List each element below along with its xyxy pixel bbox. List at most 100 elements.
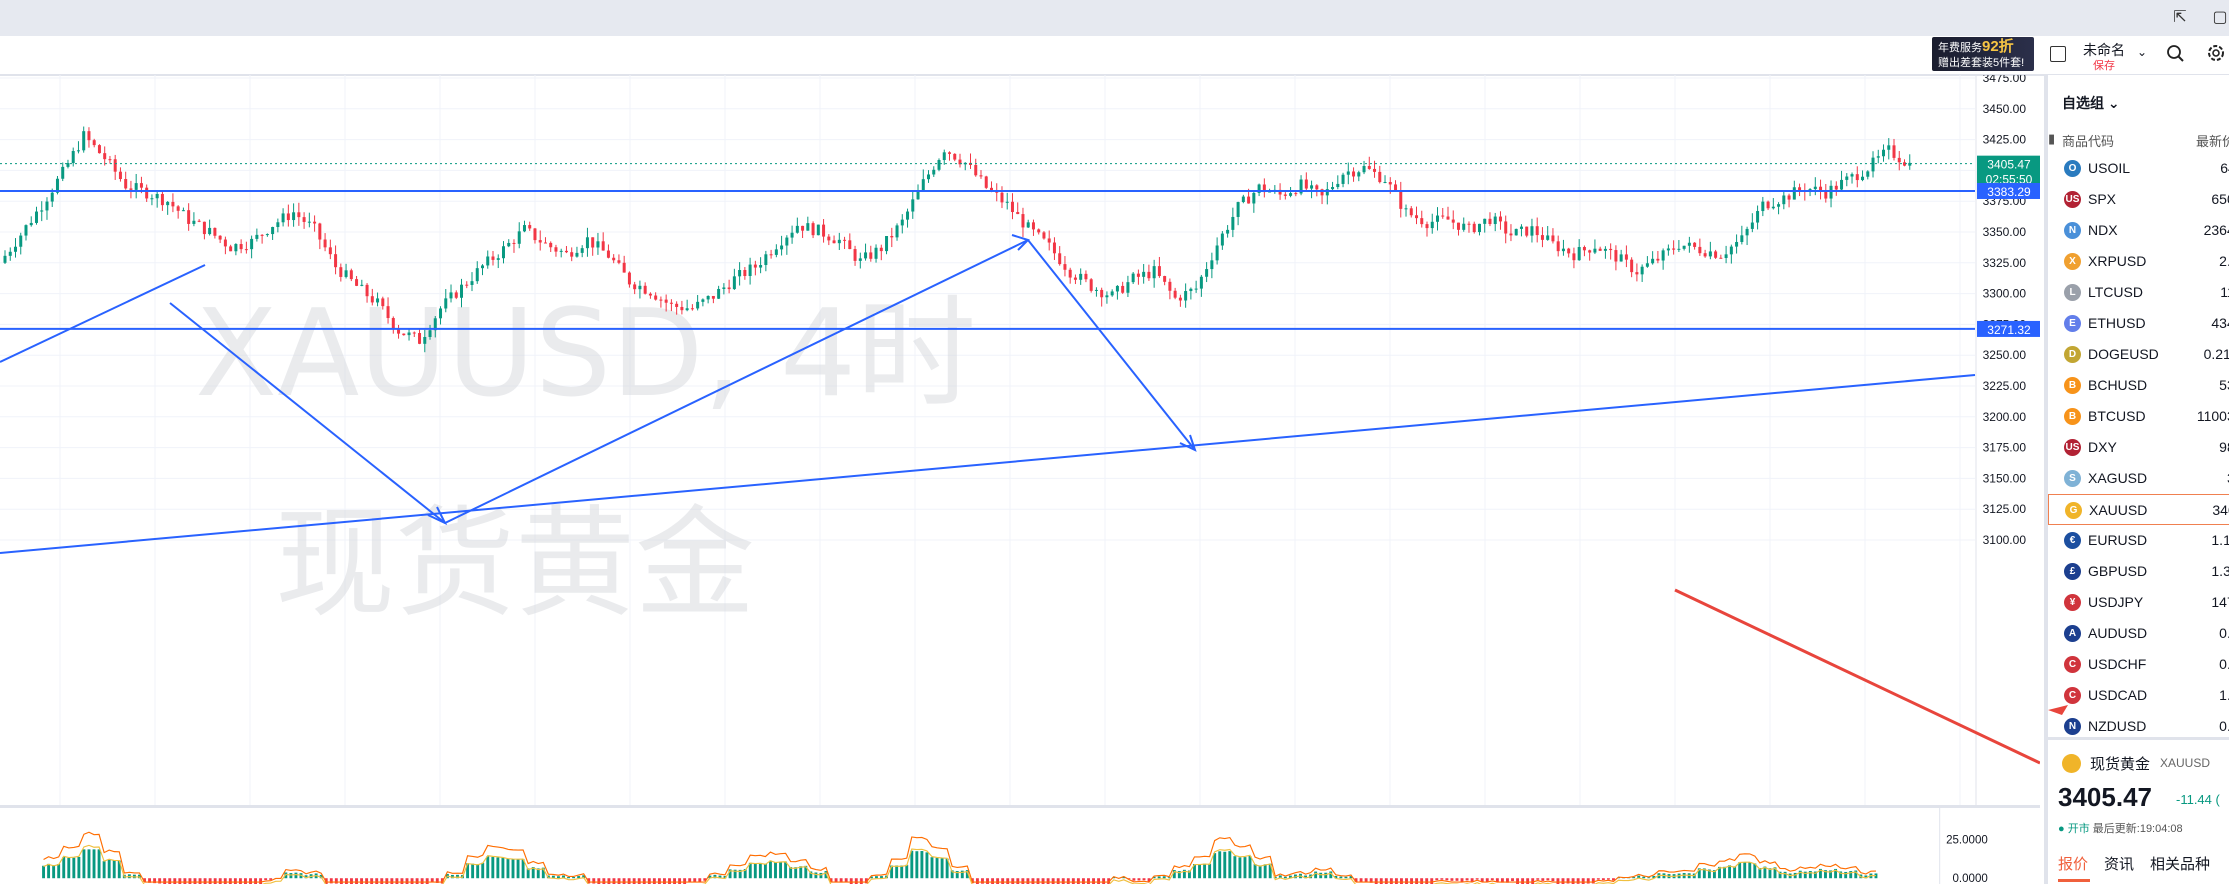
watchlist-row[interactable]: LLTCUSD110.13 (2048, 277, 2229, 308)
last-price-tag-text: 3405.47 (1987, 158, 2031, 172)
candle-body (1168, 282, 1171, 291)
candle-body (670, 303, 673, 304)
watchlist-row[interactable]: EETHUSD4344.37 (2048, 308, 2229, 339)
macd-bar (931, 857, 934, 878)
candle-body (1541, 235, 1544, 240)
macd-bar (476, 864, 479, 878)
watchlist-row[interactable]: BBTCUSD110038.65 (2048, 401, 2229, 432)
macd-bar (1006, 878, 1009, 884)
watchlist-group-selector[interactable]: 自选组 ⌄ (2062, 93, 2120, 113)
candle-body (1226, 230, 1229, 234)
candle-body (1053, 243, 1056, 254)
watchlist-row[interactable]: OUSOIL64.115 (2048, 153, 2229, 184)
macd-bar (592, 878, 595, 883)
candle-body (1515, 229, 1518, 235)
info-tab[interactable]: 相关品种 (2150, 853, 2210, 874)
price-axis-label: 3125.00 (1983, 502, 2027, 516)
candle-body (979, 175, 982, 176)
layout-icon[interactable]: ▢ (2210, 8, 2229, 28)
macd-bar (365, 878, 368, 884)
row-symbol: USOIL (2088, 160, 2130, 176)
watchlist-row[interactable]: ¥USDJPY147.210 (2048, 587, 2229, 618)
sort-icon[interactable]: ▮ (2048, 131, 2055, 147)
settings-gear-icon[interactable] (2205, 42, 2227, 64)
chevron-down-icon[interactable]: ⌄ (2137, 45, 2147, 59)
macd-bar (491, 857, 494, 878)
symbol-icon: C (2064, 687, 2081, 704)
macd-bar (1430, 878, 1433, 884)
macd-bar (1037, 878, 1040, 884)
macd-bar (1380, 878, 1383, 884)
candle-body (491, 256, 494, 259)
macd-bar (1476, 878, 1479, 879)
candle-body (1100, 290, 1103, 297)
watchlist-row[interactable]: USSPX6501.86 (2048, 184, 2229, 215)
candle-body (875, 248, 878, 259)
macd-bar (860, 878, 863, 884)
save-button[interactable]: 保存 (2093, 57, 2115, 73)
candle-body (1305, 180, 1308, 189)
candle-body (665, 300, 668, 303)
candle-body (1635, 272, 1638, 274)
macd-bar (1218, 851, 1221, 878)
watchlist-row[interactable]: USDXY98.014 (2048, 432, 2229, 463)
price-chart[interactable]: XAUUSD, 4时 现货黄金 3475.003450.003425.00340… (0, 75, 2040, 805)
candle-body (240, 244, 243, 249)
macd-bar (1102, 878, 1105, 884)
candle-body (1315, 185, 1318, 189)
candle-body (507, 243, 510, 246)
row-price: 4344.37 (2172, 315, 2229, 331)
restore-icon[interactable]: ⇱ (2170, 8, 2190, 28)
info-tab[interactable]: 报价 (2058, 853, 2088, 874)
candle-body (1488, 219, 1491, 224)
promo-text: 年费服务 (1938, 42, 1982, 54)
candle-body (30, 223, 33, 225)
quick-search-icon[interactable] (2164, 42, 2186, 64)
candle-body (1242, 197, 1245, 202)
macd-bar (905, 865, 908, 878)
chevron-down-icon: ⌄ (2108, 95, 2120, 111)
candle-body (51, 193, 54, 202)
macd-bar (794, 867, 797, 878)
candle-body (1546, 235, 1549, 239)
layout-checkbox[interactable] (2050, 46, 2066, 62)
candle-body (1499, 217, 1502, 222)
candle-body (1252, 193, 1255, 204)
macd-bar (204, 878, 207, 884)
candle-body (108, 159, 111, 160)
macd-bar (249, 878, 252, 884)
price-axis-label: 3225.00 (1983, 379, 2027, 393)
watchlist-row[interactable]: NNDX23641.00 (2048, 215, 2229, 246)
macd-bar (62, 857, 65, 878)
watchlist-row[interactable]: SXAGUSD38.81 (2048, 463, 2229, 494)
row-price: 2.8760 (2172, 253, 2229, 269)
promo-banner[interactable]: 年费服务92折 赠出差套装5件套! (1932, 37, 2034, 71)
watchlist-row[interactable]: BBCHUSD537.00 (2048, 370, 2229, 401)
group-label: 自选组 (2062, 95, 2104, 111)
col-symbol[interactable]: 商品代码 (2062, 131, 2114, 150)
info-tab[interactable]: 资讯 (2104, 853, 2134, 874)
row-symbol: EURUSD (2088, 532, 2147, 548)
candle-body (1021, 214, 1024, 227)
candle-body (880, 248, 883, 251)
trendline-4 (1028, 240, 1195, 450)
col-price[interactable]: 最新价 (2196, 131, 2229, 150)
candle-body (1410, 208, 1413, 215)
watchlist-row[interactable]: GXAUUSD3405.47 (2048, 494, 2229, 525)
macd-bar (1733, 866, 1736, 878)
candle-body (1504, 221, 1507, 233)
macd-bar (618, 878, 621, 884)
red-arrow-line (1675, 590, 2040, 763)
candle-body (565, 251, 568, 252)
candle-body (1578, 247, 1581, 260)
macd-bar (209, 878, 212, 884)
candle-body (922, 179, 925, 190)
candle-body (255, 235, 258, 239)
